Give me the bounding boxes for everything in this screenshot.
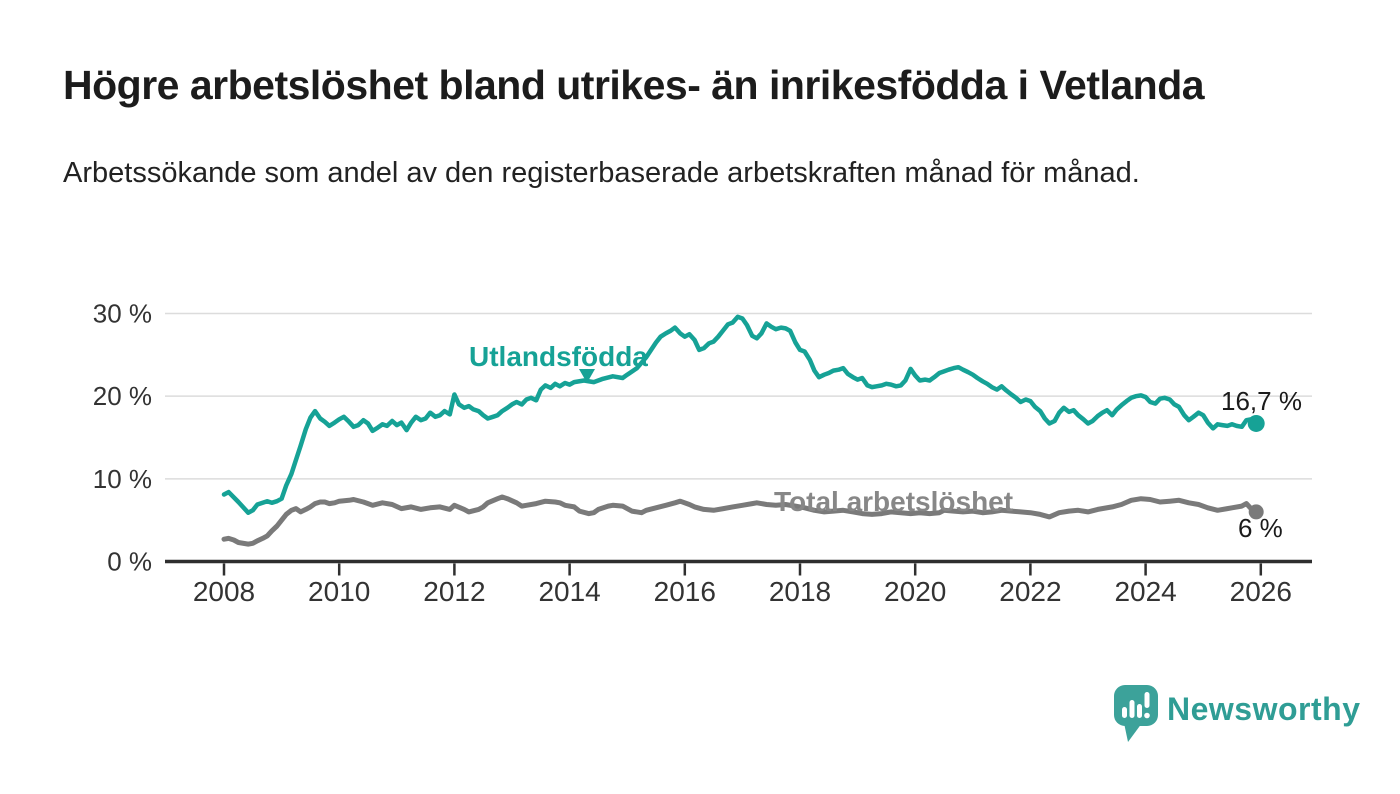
utlandsfodda-end-dot — [1247, 414, 1265, 432]
total-end-dot — [1248, 504, 1264, 520]
y-tick-label: 10 % — [93, 464, 152, 494]
x-tick-label: 2014 — [538, 576, 600, 607]
grid-layer — [165, 312, 1312, 480]
x-tick-label: 2016 — [654, 576, 716, 607]
page-subtitle: Arbetssökande som andel av den registerb… — [63, 157, 1140, 189]
page-title: Högre arbetslöshet bland utrikes- än inr… — [63, 62, 1205, 108]
end-value-utlandsfodda: 16,7 % — [1221, 386, 1302, 416]
x-tick-label: 2008 — [193, 576, 255, 607]
x-tick-label: 2020 — [884, 576, 946, 607]
x-tick-label: 2026 — [1230, 576, 1292, 607]
x-axis: 2008 2010 2012 2014 2016 2018 2020 2022 2024 2026 — [165, 559, 1312, 607]
total-line — [221, 494, 1259, 547]
x-tick-label: 2010 — [308, 576, 370, 607]
y-tick-label: 30 % — [93, 299, 152, 329]
x-tick-label: 2022 — [999, 576, 1061, 607]
series-label-utlandsfodda: Utlandsfödda — [469, 341, 648, 372]
newsworthy-logo: Newsworthy — [1114, 685, 1360, 742]
newsworthy-logo-text: Newsworthy — [1167, 691, 1360, 727]
y-tick-label: 0 % — [107, 547, 152, 577]
series-label-total: Total arbetslöshet — [774, 486, 1013, 517]
end-value-total: 6 % — [1238, 513, 1283, 543]
y-tick-label: 20 % — [93, 381, 152, 411]
annotation-arrow-down-icon — [579, 369, 595, 383]
series-layer — [221, 314, 1265, 547]
newsworthy-logo-icon — [1114, 685, 1158, 742]
x-tick-label: 2012 — [423, 576, 485, 607]
x-tick-label: 2024 — [1114, 576, 1176, 607]
y-axis-labels: 0 % 10 % 20 % 30 % — [93, 299, 152, 577]
utlandsfodda-line — [221, 314, 1259, 515]
x-tick-label: 2018 — [769, 576, 831, 607]
